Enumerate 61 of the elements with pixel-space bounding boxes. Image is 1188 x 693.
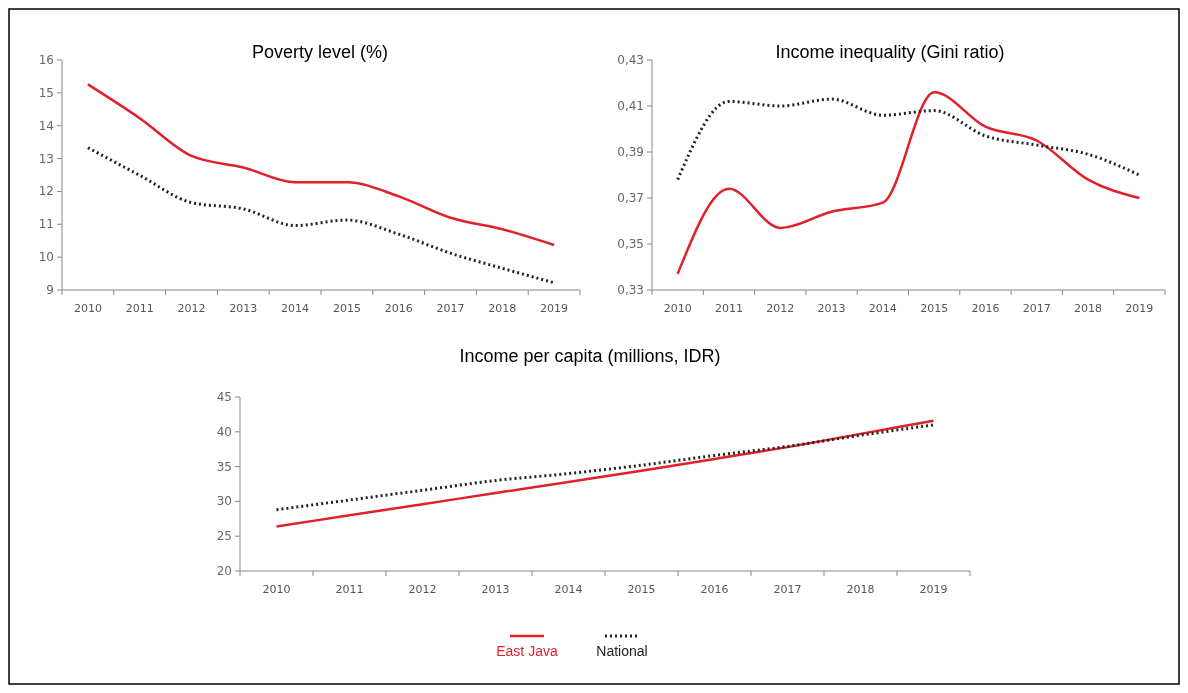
x-tick-label: 2017	[773, 583, 802, 596]
x-tick-label: 2015	[920, 302, 949, 315]
x-tick-label: 2011	[335, 583, 364, 596]
x-tick-label: 2012	[177, 302, 206, 315]
x-tick-label: 2013	[817, 302, 846, 315]
y-tick-label: 45	[216, 390, 232, 404]
x-tick-label: 2015	[627, 583, 656, 596]
y-tick-label: 0,37	[617, 191, 644, 205]
line-series	[86, 146, 556, 285]
x-tick-label: 2018	[1074, 302, 1103, 315]
y-tick-label: 0,39	[617, 145, 644, 159]
x-tick-label: 2013	[229, 302, 258, 315]
x-tick-label: 2014	[554, 583, 583, 596]
y-tick-label: 0,43	[617, 53, 644, 67]
x-tick-label: 2016	[700, 583, 729, 596]
x-tick-label: 2018	[488, 302, 517, 315]
y-tick-label: 16	[38, 53, 54, 67]
x-tick-label: 2017	[436, 302, 465, 315]
x-tick-label: 2012	[766, 302, 795, 315]
y-tick-label: 9	[46, 283, 54, 297]
line-series	[676, 97, 1141, 182]
x-tick-label: 2014	[868, 302, 897, 315]
y-tick-label: 14	[38, 118, 54, 133]
y-tick-label: 11	[38, 217, 54, 232]
y-tick-label: 40	[216, 424, 232, 439]
x-tick-label: 2010	[262, 583, 291, 596]
x-tick-label: 2016	[971, 302, 1000, 315]
y-tick-label: 0,33	[617, 283, 644, 297]
y-tick-label: 35	[216, 459, 232, 474]
line-series	[676, 90, 1141, 276]
x-tick-label: 2010	[663, 302, 692, 315]
x-tick-label: 2019	[540, 302, 569, 315]
x-tick-label: 2010	[73, 302, 102, 315]
chart-title: Income per capita (millions, IDR)	[459, 346, 721, 366]
x-tick-label: 2013	[481, 583, 510, 596]
x-tick-label: 2016	[384, 302, 413, 315]
y-tick-label: 13	[38, 151, 54, 166]
line-series	[275, 423, 935, 512]
x-tick-label: 2012	[408, 583, 437, 596]
y-tick-label: 25	[216, 529, 232, 544]
x-tick-label: 2019	[1125, 302, 1154, 315]
y-tick-label: 0,41	[617, 99, 644, 113]
y-tick-label: 12	[38, 184, 54, 199]
x-tick-label: 2018	[846, 583, 875, 596]
line-series	[86, 83, 556, 247]
x-tick-label: 2015	[332, 302, 361, 315]
line-series	[275, 419, 935, 528]
x-tick-label: 2019	[919, 583, 948, 596]
x-tick-label: 2011	[714, 302, 743, 315]
y-tick-label: 10	[38, 250, 54, 265]
y-tick-label: 30	[216, 494, 232, 509]
y-tick-label: 15	[38, 85, 54, 100]
chart-title: Income inequality (Gini ratio)	[775, 42, 1005, 62]
x-tick-label: 2014	[281, 302, 310, 315]
x-tick-label: 2011	[125, 302, 154, 315]
y-tick-label: 20	[216, 564, 232, 578]
legend-label: National	[596, 643, 648, 659]
x-tick-label: 2017	[1022, 302, 1051, 315]
legend-label: East Java	[496, 643, 558, 659]
chart-title: Poverty level (%)	[251, 42, 389, 62]
y-tick-label: 0,35	[617, 237, 644, 251]
